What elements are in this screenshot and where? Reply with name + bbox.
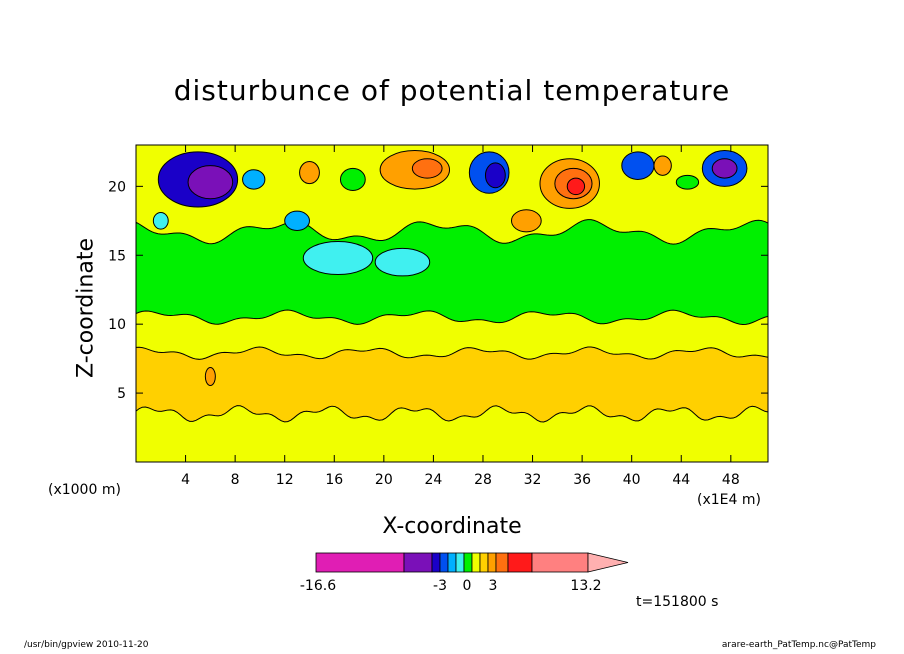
cyan-region: [374, 247, 431, 277]
footer-program: /usr/bin/gpview 2010-11-20: [24, 640, 149, 650]
contour-region: [299, 161, 320, 185]
x-tick-label: 32: [524, 472, 542, 488]
contour-region: [284, 210, 310, 231]
footer-dataset: arare-earth_PatTemp.nc@PatTemp: [721, 640, 876, 650]
chart-title: disturbunce of potential temperature: [173, 74, 731, 107]
y-axis-label: Z-coordinate: [73, 238, 99, 378]
band-lower-orange: [136, 346, 768, 423]
colorbar-segment: [431, 552, 441, 573]
colorbar-segment: [531, 552, 589, 573]
contour-region: [653, 155, 672, 176]
x-tick-label: 20: [375, 472, 393, 488]
colorbar-segment: [447, 552, 457, 573]
contour-region: [621, 151, 655, 180]
x-axis-label: X-coordinate: [382, 514, 522, 539]
y-tick-label: 10: [108, 317, 126, 333]
colorbar-label: 0: [463, 578, 472, 594]
colorbar-segment: [471, 552, 481, 573]
colorbar-min-label: -16.6: [300, 578, 336, 594]
x-tick-label: 8: [231, 472, 240, 488]
colorbar-max-label: 13.2: [570, 578, 601, 594]
colorbar-segment: [439, 552, 449, 573]
x-tick-label: 16: [325, 472, 343, 488]
colorbar-segment: [455, 552, 465, 573]
x-tick-label: 4: [181, 472, 190, 488]
contour-region: [510, 209, 542, 233]
x-tick-label: 28: [474, 472, 492, 488]
contour-region: [411, 158, 443, 179]
x-tick-label: 40: [623, 472, 641, 488]
contour-region: [204, 367, 216, 387]
x-tick-label: 48: [722, 472, 740, 488]
contour-region: [152, 212, 169, 230]
contour-region: [566, 177, 586, 196]
colorbar-arrow: [587, 552, 629, 573]
colorbar-label: -3: [433, 578, 447, 594]
time-label: t=151800 s: [636, 594, 719, 610]
y-tick-label: 15: [108, 248, 126, 264]
plot-frame: [135, 144, 769, 463]
y-tick-label: 5: [117, 386, 126, 402]
cyan-region: [302, 240, 374, 276]
plot-area: [136, 145, 768, 462]
colorbar-segment: [479, 552, 489, 573]
x-axis-unit: (x1000 m): [48, 482, 121, 498]
colorbar-segment: [507, 552, 533, 573]
x-tick-label: 12: [276, 472, 294, 488]
colorbar-segment: [463, 552, 473, 573]
contour-region: [711, 158, 738, 179]
colorbar-segment: [403, 552, 433, 573]
x-tick-label: 44: [672, 472, 690, 488]
colorbar-label: 3: [489, 578, 498, 594]
y-tick-label: 20: [108, 179, 126, 195]
x-tick-label: 24: [424, 472, 442, 488]
band-middle-green: [136, 219, 768, 325]
x-tick-label: 36: [573, 472, 591, 488]
x-axis-scale: (x1E4 m): [697, 492, 761, 508]
contour-region: [187, 165, 234, 200]
contour-region: [675, 174, 700, 190]
colorbar-segment: [315, 552, 405, 573]
contour-region: [242, 169, 266, 190]
contour-region: [339, 167, 366, 191]
colorbar-segment: [495, 552, 509, 573]
contour-region: [484, 162, 506, 189]
colorbar-segment: [487, 552, 497, 573]
